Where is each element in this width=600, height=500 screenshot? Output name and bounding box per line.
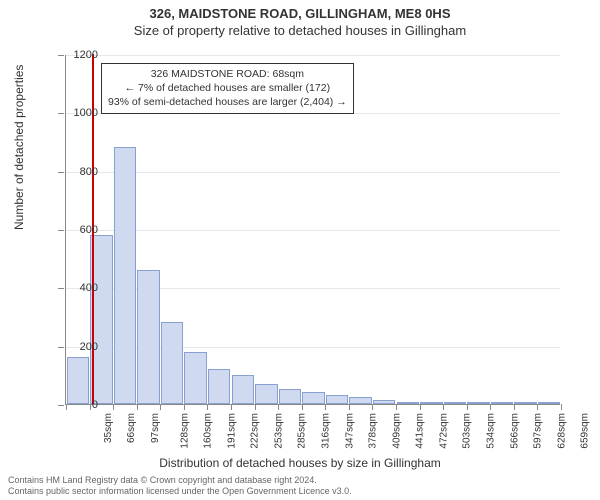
annotation-line2: ← 7% of detached houses are smaller (172…: [108, 81, 347, 95]
x-tick: [66, 404, 67, 410]
y-axis-title: Number of detached properties: [12, 65, 26, 230]
histogram-bar: [302, 392, 324, 404]
y-tick: [58, 113, 64, 114]
y-tick-label: 0: [92, 399, 98, 411]
x-tick-label: 97sqm: [150, 413, 161, 443]
histogram-bar: [397, 402, 419, 404]
histogram-bar: [538, 402, 560, 404]
annotation-line1: 326 MAIDSTONE ROAD: 68sqm: [108, 67, 347, 81]
annotation-box: 326 MAIDSTONE ROAD: 68sqm ← 7% of detach…: [101, 63, 354, 114]
x-tick-label: 659sqm: [580, 413, 591, 449]
histogram-bar: [467, 402, 489, 404]
histogram-bar: [255, 384, 277, 404]
x-tick-label: 222sqm: [250, 413, 261, 449]
x-tick-label: 66sqm: [126, 413, 137, 443]
x-tick: [278, 404, 279, 410]
x-tick: [443, 404, 444, 410]
x-tick: [537, 404, 538, 410]
y-tick-label: 400: [80, 282, 98, 294]
x-tick: [231, 404, 232, 410]
y-tick-label: 1000: [74, 107, 98, 119]
x-tick-label: 628sqm: [556, 413, 567, 449]
y-tick-label: 1200: [74, 49, 98, 61]
x-tick-label: 534sqm: [486, 413, 497, 449]
grid-line: [66, 172, 560, 173]
x-tick-label: 566sqm: [509, 413, 520, 449]
histogram-bar: [208, 369, 230, 404]
x-tick-label: 472sqm: [438, 413, 449, 449]
x-tick: [113, 404, 114, 410]
histogram-bar: [279, 389, 301, 404]
y-tick: [58, 172, 64, 173]
x-tick: [349, 404, 350, 410]
x-tick-label: 597sqm: [533, 413, 544, 449]
histogram-bar: [114, 147, 136, 404]
x-tick: [325, 404, 326, 410]
chart-area: 326 MAIDSTONE ROAD: 68sqm ← 7% of detach…: [65, 55, 560, 435]
x-tick: [207, 404, 208, 410]
y-tick-label: 800: [80, 166, 98, 178]
x-tick-label: 441sqm: [415, 413, 426, 449]
x-tick: [490, 404, 491, 410]
histogram-bar: [232, 375, 254, 404]
x-tick: [255, 404, 256, 410]
footer: Contains HM Land Registry data © Crown c…: [8, 475, 352, 498]
y-tick: [58, 230, 64, 231]
x-tick: [90, 404, 91, 410]
x-tick: [302, 404, 303, 410]
footer-line2: Contains public sector information licen…: [8, 486, 352, 498]
histogram-plot: 326 MAIDSTONE ROAD: 68sqm ← 7% of detach…: [65, 55, 560, 405]
x-tick: [372, 404, 373, 410]
y-tick: [58, 55, 64, 56]
y-tick-label: 600: [80, 224, 98, 236]
x-tick: [420, 404, 421, 410]
y-tick: [58, 288, 64, 289]
page-subtitle: Size of property relative to detached ho…: [0, 23, 600, 38]
x-tick-label: 347sqm: [344, 413, 355, 449]
x-tick: [561, 404, 562, 410]
x-axis-title: Distribution of detached houses by size …: [0, 456, 600, 470]
x-tick-label: 128sqm: [179, 413, 190, 449]
x-tick: [514, 404, 515, 410]
x-tick-label: 160sqm: [203, 413, 214, 449]
x-tick-label: 409sqm: [391, 413, 402, 449]
annotation-line3: 93% of semi-detached houses are larger (…: [108, 95, 347, 109]
x-tick-label: 316sqm: [321, 413, 332, 449]
y-tick-label: 200: [80, 341, 98, 353]
y-tick: [58, 347, 64, 348]
x-tick-label: 378sqm: [368, 413, 379, 449]
histogram-bar: [161, 322, 183, 404]
histogram-bar: [326, 395, 348, 404]
x-tick-label: 253sqm: [273, 413, 284, 449]
x-tick: [184, 404, 185, 410]
x-tick: [467, 404, 468, 410]
grid-line: [66, 55, 560, 56]
histogram-bar: [67, 357, 89, 404]
histogram-bar: [444, 402, 466, 404]
histogram-bar: [373, 400, 395, 404]
histogram-bar: [349, 397, 371, 404]
x-tick-label: 503sqm: [462, 413, 473, 449]
page-title: 326, MAIDSTONE ROAD, GILLINGHAM, ME8 0HS: [0, 6, 600, 21]
histogram-bar: [184, 352, 206, 405]
x-tick: [396, 404, 397, 410]
histogram-bar: [491, 402, 513, 404]
footer-line1: Contains HM Land Registry data © Crown c…: [8, 475, 352, 487]
x-tick-label: 35sqm: [103, 413, 114, 443]
x-tick: [160, 404, 161, 410]
histogram-bar: [514, 402, 536, 404]
histogram-bar: [137, 270, 159, 404]
y-tick: [58, 405, 64, 406]
x-tick-label: 285sqm: [297, 413, 308, 449]
grid-line: [66, 230, 560, 231]
x-tick: [137, 404, 138, 410]
histogram-bar: [420, 402, 442, 404]
x-tick-label: 191sqm: [226, 413, 237, 449]
